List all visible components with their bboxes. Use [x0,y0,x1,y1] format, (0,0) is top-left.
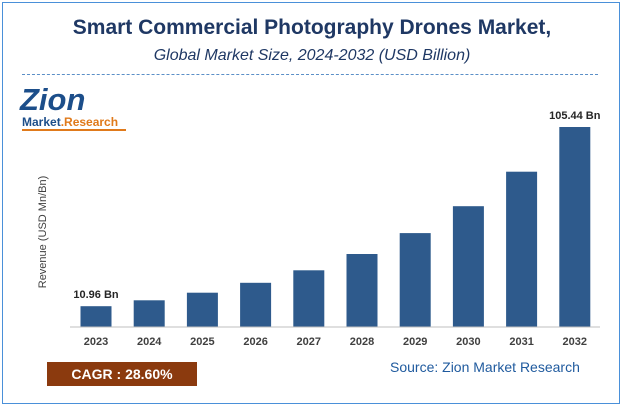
y-axis-label: Revenue (USD Mn/Bn) [37,176,49,289]
logo-sub-research: .Research [60,115,119,129]
title-divider [22,74,598,75]
bar-2023 [80,306,112,327]
x-tick-label-2029: 2029 [403,336,427,348]
x-tick-label-2024: 2024 [137,336,162,348]
bar-2030 [452,206,484,327]
data-label-2023: 10.96 Bn [73,289,119,301]
bar-2032 [559,127,591,327]
logo-main-text: Zion [20,82,86,117]
x-tick-label-2028: 2028 [350,336,374,348]
logo-subtext: Market.Research [22,115,118,129]
bar-2031 [506,171,538,327]
source-label: Source: Zion Market Research [390,359,580,375]
x-tick-label-2025: 2025 [190,336,214,348]
zion-logo: Zion Market.Research [18,82,128,131]
logo-underline [22,129,126,131]
data-label-2032: 105.44 Bn [549,110,601,122]
bar-2024 [133,300,165,327]
x-tick-label-2030: 2030 [456,336,480,348]
x-tick-label-2027: 2027 [297,336,321,348]
bar-2025 [186,292,218,327]
bar-2027 [293,270,325,327]
chart-subtitle: Global Market Size, 2024-2032 (USD Billi… [153,47,471,64]
x-tick-label-2026: 2026 [243,336,267,348]
bar-2028 [346,254,378,327]
logo-sub-market: Market [22,115,61,129]
bars-group [80,127,591,327]
x-tick-label-2032: 2032 [563,336,587,348]
x-tick-label-2031: 2031 [509,336,533,348]
x-tick-label-2023: 2023 [84,336,108,348]
bar-2029 [399,233,431,327]
logo-wordmark: Zion [20,82,85,118]
cagr-badge: CAGR : 28.60% [47,362,197,386]
chart-title: Smart Commercial Photography Drones Mark… [72,16,552,39]
x-tick-labels: 2023 2024 2025 2026 2027 2028 2029 2030 2031 2032 [84,336,587,348]
data-labels: 10.96 Bn 105.44 Bn [73,110,600,301]
bar-2026 [240,282,272,327]
